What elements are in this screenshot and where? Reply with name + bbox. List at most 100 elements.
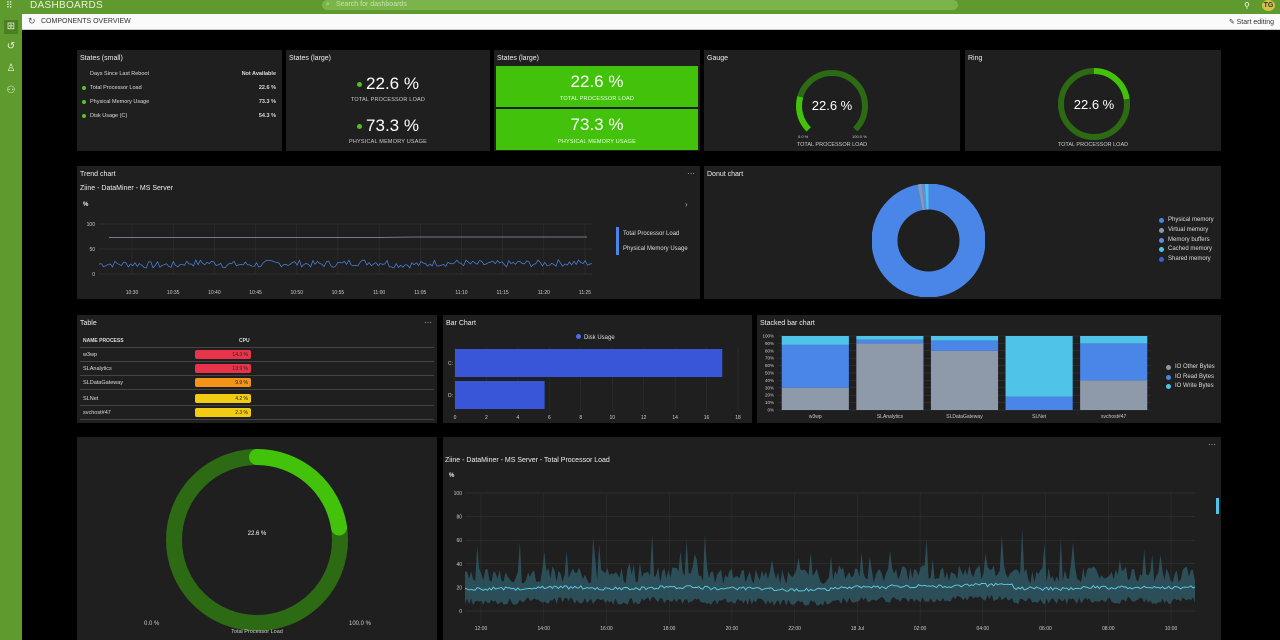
state-big-value: 73.3 % (570, 115, 624, 134)
chevron-right-icon[interactable]: › (685, 200, 688, 209)
line-plot: 100 80 60 40 20 0 12:00 14:00 16:00 18:00 20:00 22:… (454, 491, 1196, 632)
panel-title: Ring (968, 55, 983, 62)
y-tick-label: 20% (765, 393, 774, 398)
state-value: 54.3 % (258, 113, 276, 119)
panel-title: Stacked bar chart (760, 320, 815, 327)
app-title: DASHBOARDS (30, 0, 104, 11)
table-panel: Table ⋯ NAME PROCESS CPU w3wp 14.3 % SLA… (77, 315, 437, 423)
trend-unit: % (83, 202, 89, 208)
states-large-panel: States (large) 22.6 % TOTAL PROCESSOR LO… (494, 50, 700, 151)
legend-item: IO Write Bytes (1166, 383, 1214, 389)
ring-chart (1058, 68, 1130, 140)
legend-swatch (1159, 257, 1164, 262)
stacked-chart-panel: Stacked bar chart 100% 90% 80% 70% 60% 50% 40%… (757, 315, 1221, 423)
dashboards-icon[interactable]: ⊞ (4, 20, 18, 34)
line-chart-unit: % (449, 473, 455, 479)
line-chart-title: Ziine - DataMiner - MS Server - Total Pr… (445, 457, 610, 464)
stacked-segment (781, 336, 849, 345)
app-grid-icon[interactable]: ⠿ (6, 0, 13, 10)
legend-item: Physical memory (1159, 217, 1214, 223)
legend-swatch (1159, 218, 1164, 223)
y-tick-label: 100 (454, 491, 463, 497)
x-tick-label: 2 (485, 415, 488, 421)
users-icon[interactable]: ♙ (6, 63, 16, 74)
x-tick-label: 10:40 (208, 290, 221, 296)
x-tick-label: 16 (704, 415, 710, 421)
start-editing-button[interactable]: ✎ Start editing (1228, 19, 1274, 26)
x-tick-label: w3wp (809, 414, 822, 420)
y-tick-label: 50 (89, 247, 95, 253)
ring-value: 22.6 % (1073, 97, 1115, 112)
table-row[interactable]: svchost#47 2.3 % (80, 406, 434, 420)
avatar[interactable]: TG (1262, 0, 1275, 11)
state-row: Disk Usage (C) 54.3 % (80, 110, 280, 124)
stacked-segment (1080, 343, 1148, 381)
column-header[interactable]: CPU (239, 338, 250, 344)
gauge-value: 22.6 % (811, 98, 853, 113)
state-big-label: PHYSICAL MEMORY USAGE (348, 139, 428, 145)
gauge-panel: Gauge 22.6 % 0.0 % 100.0 % TOTAL PROCESS… (704, 50, 960, 151)
gauge-chart (796, 70, 868, 132)
gauge-max: 100.0 % (852, 134, 867, 139)
breadcrumb: COMPONENTS OVERVIEW (41, 18, 131, 25)
stacked-segment (856, 343, 924, 410)
sidebar: ⊞ ↺ ♙ ⚇ (0, 14, 22, 640)
table-row[interactable]: w3wp 14.3 % (80, 348, 434, 362)
refresh-icon[interactable]: ↻ (28, 16, 36, 26)
shared-icon[interactable]: ⚇ (6, 85, 16, 96)
state-value: Not Available (241, 71, 276, 77)
state-tile-green (496, 109, 698, 150)
trend-plot: 100 50 0 10:30 10:35 10:40 10:45 10:50 10:55 11:0… (87, 222, 593, 296)
donut-chart (872, 184, 985, 297)
x-tick-label: 11:00 (373, 290, 385, 296)
stacked-segment (781, 387, 849, 410)
scroll-handle[interactable] (1216, 498, 1219, 514)
y-tick-label: 100% (762, 334, 774, 339)
stacked-segment (856, 336, 924, 340)
x-tick-label: 8 (579, 415, 582, 421)
legend-label: Physical Memory Usage (623, 246, 688, 252)
cpu-bar: 13.9 % (195, 364, 251, 373)
x-tick-label: 16:00 (600, 626, 613, 632)
stacked-segment (930, 350, 999, 410)
state-big-label: TOTAL PROCESSOR LOAD (350, 97, 426, 103)
legend-swatch (1159, 247, 1164, 252)
x-tick-label: 04:00 (977, 626, 990, 632)
big-ring-chart (166, 449, 348, 631)
state-big-value: 22.6 % (570, 72, 624, 91)
notification-icon[interactable]: ⚲ (1244, 1, 1250, 10)
legend-item: Memory buffers (1159, 237, 1210, 243)
stacked-segment (856, 339, 924, 344)
state-tile-green (496, 66, 698, 107)
more-icon[interactable]: ⋯ (424, 318, 432, 327)
y-tick-label: C: (448, 361, 453, 367)
table-row[interactable]: SLNet 4.2 % (80, 392, 434, 406)
status-dot (82, 114, 86, 118)
legend-swatch (1166, 375, 1171, 380)
x-tick-label: 11:05 (414, 290, 426, 296)
start-editing-label: Start editing (1236, 19, 1274, 26)
legend-item: Shared memory (1159, 256, 1211, 262)
gauge-min: 0.0 % (798, 134, 809, 139)
table-row[interactable]: SLDataGateway 9.9 % (80, 376, 434, 390)
panel-title: States (small) (80, 55, 123, 62)
table-row[interactable]: SLAnalytics 13.9 % (80, 362, 434, 376)
more-icon[interactable]: ⋯ (1208, 440, 1216, 449)
process-name: SLAnalytics (83, 366, 112, 372)
process-name: SLDataGateway (83, 380, 124, 386)
cpu-bar: 14.3 % (195, 350, 251, 359)
legend-item: IO Other Bytes (1166, 364, 1215, 370)
more-icon[interactable]: ⋯ (687, 169, 695, 178)
history-icon[interactable]: ↺ (6, 41, 16, 52)
ring-fill (249, 449, 348, 536)
trend-subtitle: Ziine - DataMiner - MS Server (80, 185, 173, 192)
x-tick-label: 0 (454, 415, 457, 421)
column-header[interactable]: NAME PROCESS (83, 338, 124, 344)
x-tick-label: SLNet (1032, 414, 1047, 420)
search-input[interactable]: ⌕ Search for dashboards (322, 0, 958, 10)
state-label: Days Since Last Reboot (90, 71, 150, 77)
stacked-segment (1080, 336, 1148, 344)
x-tick-label: 18 (735, 415, 741, 421)
stacked-plot: 100% 90% 80% 70% 60% 50% 40% 30% 20% 10% 0% w3wp SLA… (762, 334, 1151, 420)
state-value: 22.6 % (258, 85, 276, 91)
